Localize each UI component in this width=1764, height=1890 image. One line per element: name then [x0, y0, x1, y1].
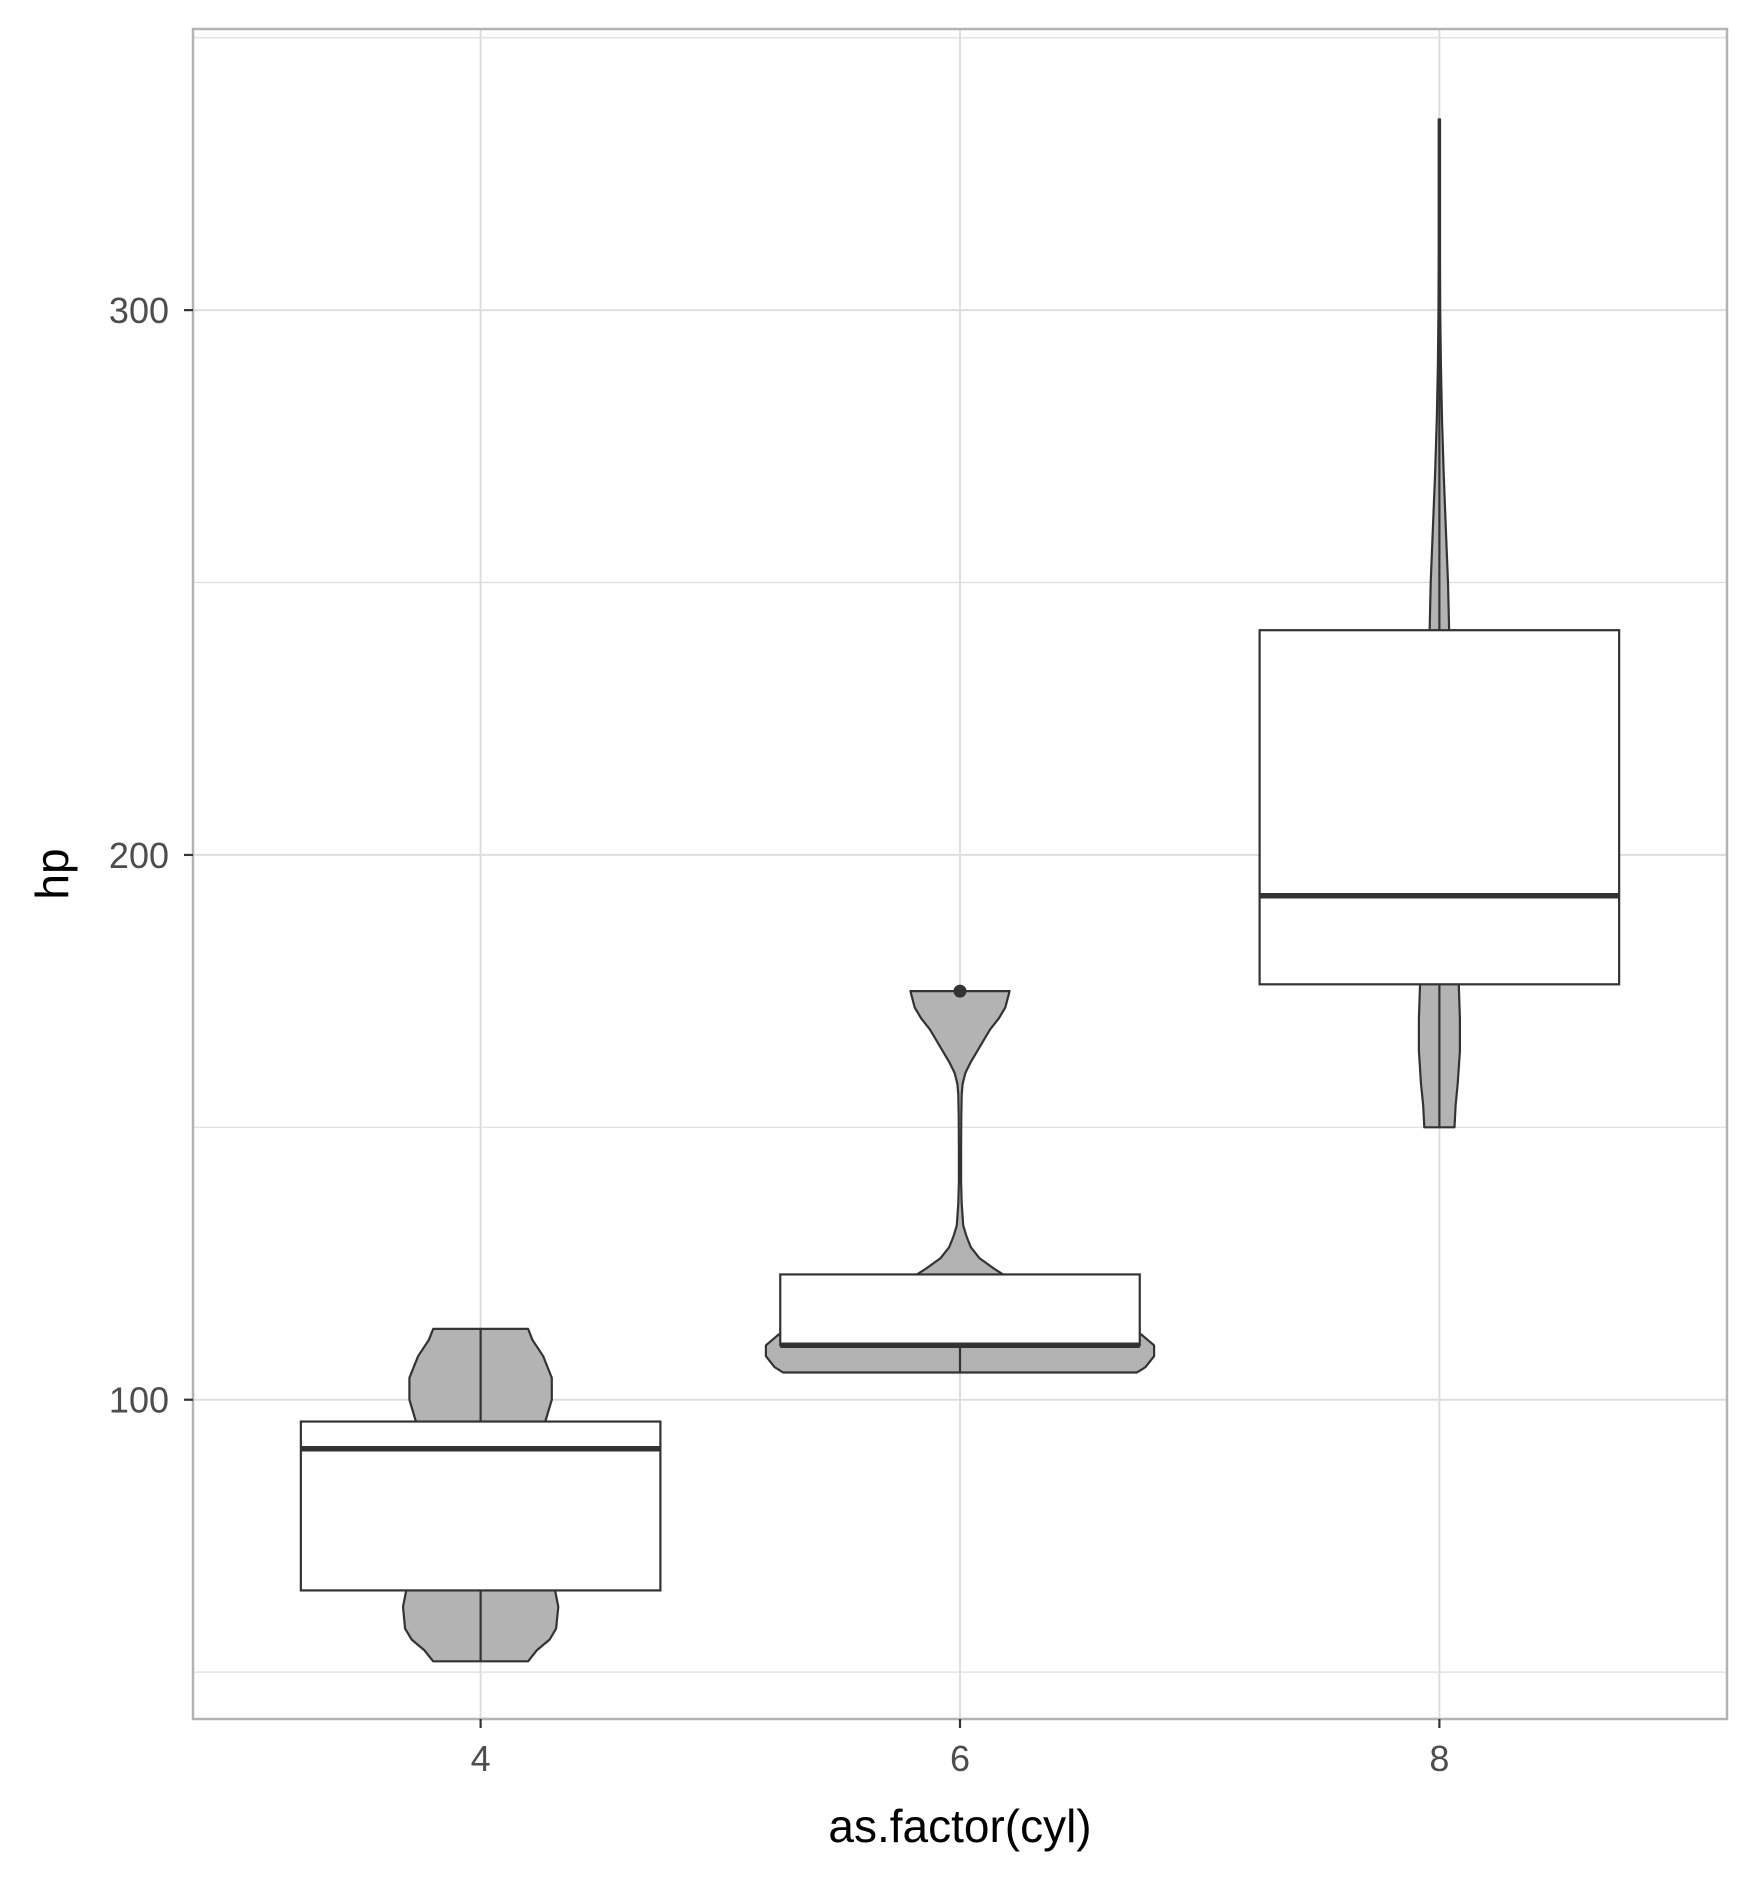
x-tick-label: 6: [950, 1738, 970, 1779]
x-tick-label: 4: [471, 1738, 491, 1779]
y-axis-title: hp: [26, 848, 78, 899]
x-axis: 4 6 8: [471, 1719, 1449, 1779]
y-tick-label: 300: [109, 290, 169, 331]
y-tick-label: 200: [109, 835, 169, 876]
box-8: [1258, 629, 1621, 986]
boxplots: [299, 119, 1621, 1662]
box-6: [779, 1273, 1141, 1347]
y-tick-label: 100: [109, 1380, 169, 1421]
outlier-point-6: [953, 984, 967, 998]
y-axis: 100 200 300: [109, 290, 193, 1421]
x-tick-label: 8: [1429, 1738, 1449, 1779]
x-axis-title: as.factor(cyl): [828, 1800, 1091, 1852]
